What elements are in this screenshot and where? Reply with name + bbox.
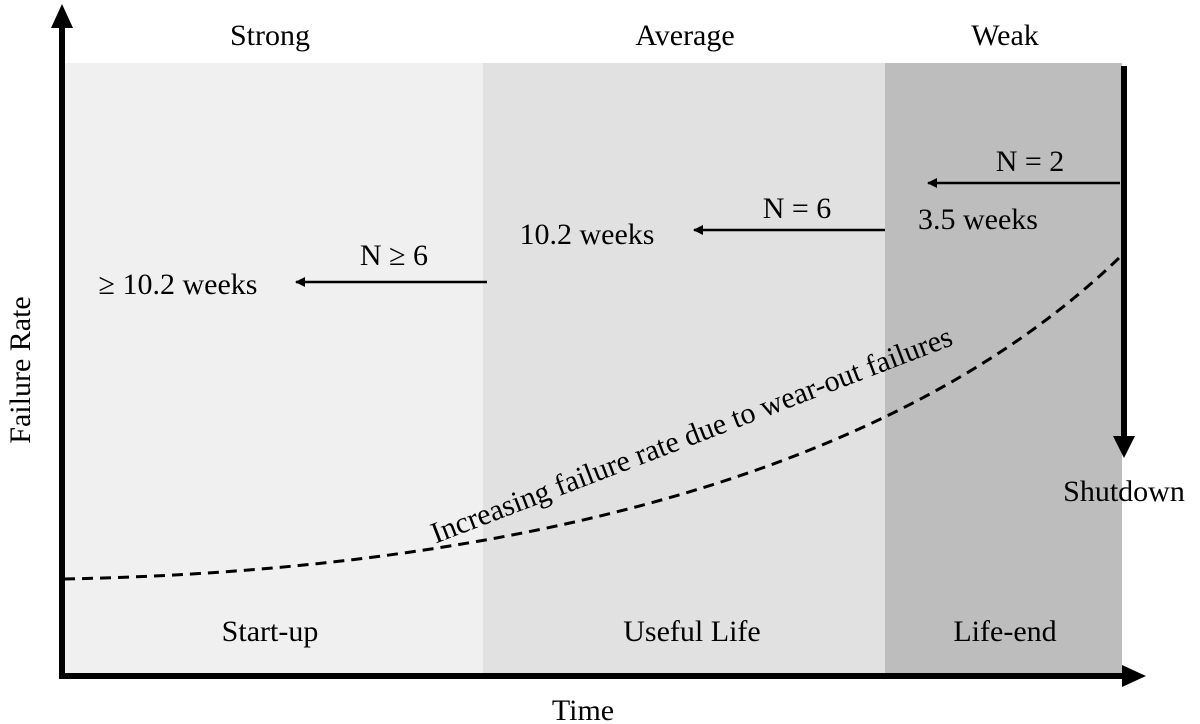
n-label-strong: N ≥ 6 (360, 239, 428, 272)
duration-weak: 3.5 weeks (918, 203, 1038, 236)
shutdown-label: Shutdown (1063, 475, 1185, 508)
duration-strong: ≥ 10.2 weeks (99, 268, 258, 301)
y-axis-label: Failure Rate (4, 296, 37, 443)
header-average: Average (635, 19, 734, 52)
x-axis-arrowhead (1122, 665, 1146, 687)
wear-out-curve (63, 255, 1122, 581)
duration-average: 10.2 weeks (520, 218, 655, 251)
region-useful-life (483, 63, 885, 673)
region-life-end (885, 63, 1122, 673)
x-axis-label: Time (552, 694, 614, 724)
header-strong: Strong (230, 19, 310, 52)
n-label-average: N = 6 (763, 192, 832, 225)
shutdown-arrowhead (1113, 436, 1135, 458)
n-label-weak: N = 2 (996, 145, 1065, 178)
header-weak: Weak (971, 19, 1039, 52)
phase-start-up: Start-up (222, 615, 319, 648)
region-start-up (62, 63, 483, 673)
phase-life-end: Life-end (953, 615, 1056, 648)
y-axis-arrowhead (51, 4, 73, 28)
phase-useful-life: Useful Life (623, 615, 760, 648)
